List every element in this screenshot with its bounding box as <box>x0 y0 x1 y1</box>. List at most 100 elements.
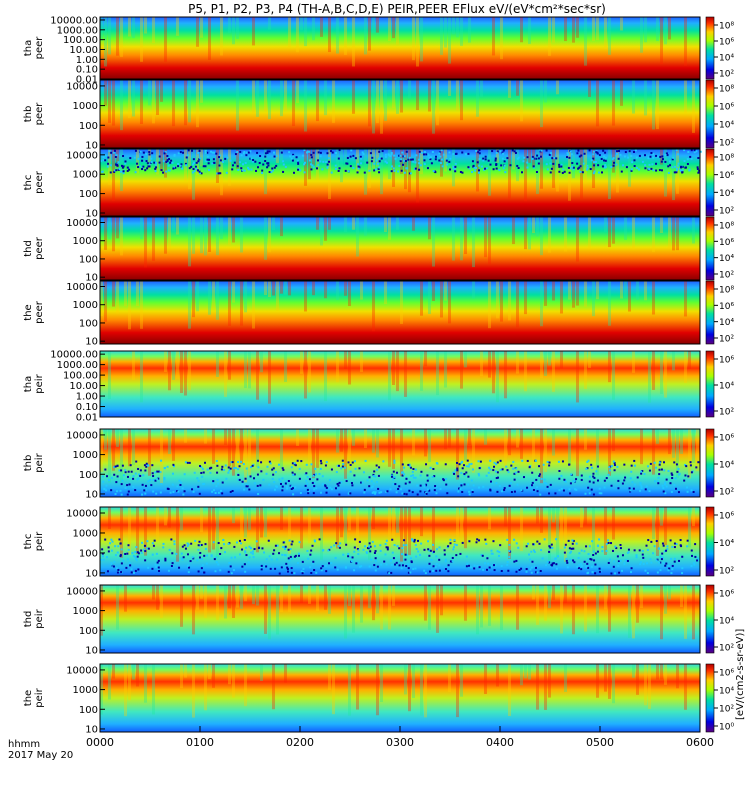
species-label: peer <box>34 170 45 194</box>
spectrogram-image <box>100 281 700 344</box>
figure-title: P5, P1, P2, P3, P4 (TH-A,B,C,D,E) PEIR,P… <box>188 2 606 16</box>
y-tick-label: 10.00 <box>69 45 98 56</box>
species-label: peir <box>34 452 45 472</box>
y-tick-label: 10 <box>85 568 98 579</box>
panel-the-peir: 10000 1000 100 10 the peir 10⁶ 10⁴ 10² 10⁰ <box>23 663 734 735</box>
spectrogram-texture <box>100 17 687 67</box>
colorbar <box>705 663 715 733</box>
y-tick-label: 10 <box>85 337 98 348</box>
y-tick-label: 0.01 <box>76 75 98 86</box>
y-tick-label: 10000.00 <box>50 15 98 26</box>
y-tick-label: 100 <box>79 254 98 265</box>
panel-frame <box>99 79 701 149</box>
colorbar-tick-label: 10² <box>719 335 734 345</box>
colorbar <box>705 506 715 577</box>
colorbar-tick-label: 10² <box>719 705 734 715</box>
colorbar <box>705 16 715 80</box>
y-tick-label: 1000 <box>73 236 98 247</box>
colorbar <box>705 280 715 345</box>
panel-the-peer: 10000 1000 100 10 the peer 10⁸ 10⁶ 10⁴ 10² <box>23 280 734 348</box>
x-tick-label: 0500 <box>586 736 614 749</box>
noise-speckle <box>100 538 701 575</box>
spectrogram-image <box>100 17 700 79</box>
colorbar-tick-label: 10⁸ <box>719 22 734 32</box>
y-tick-label: 1000 <box>73 450 98 461</box>
species-label: peer <box>34 102 45 126</box>
y-tick-label: 10000 <box>66 509 98 520</box>
y-tick-label: 10 <box>85 273 98 284</box>
species-label: peir <box>34 531 45 551</box>
y-tick-label: 100 <box>79 121 98 132</box>
probe-label: thb <box>23 455 34 472</box>
x-tick-label: 0300 <box>386 736 414 749</box>
colorbar-tick-label: 10⁸ <box>719 85 734 95</box>
colorbar <box>705 216 715 281</box>
y-tick-label: 10 <box>85 645 98 656</box>
colorbar-tick-label: 10⁶ <box>719 669 734 679</box>
colorbar <box>705 584 715 654</box>
colorbar-tick-label: 10⁶ <box>719 238 734 248</box>
panel-thd-peir: 10000 1000 100 10 thd peir 10⁶ 10⁴ 10² <box>23 584 734 656</box>
x-tick-label: 0600 <box>686 736 714 749</box>
panel-frame <box>99 216 701 281</box>
y-tick-label: 10 <box>85 724 98 735</box>
colorbar-tick-label: 10⁶ <box>719 356 734 366</box>
colorbar-tick-label: 10⁴ <box>719 121 734 131</box>
colorbar-tick-label: 10² <box>719 644 734 654</box>
spectrogram-texture <box>108 507 695 562</box>
colorbar-tick-label: 10⁴ <box>719 254 734 264</box>
panel-thb-peer: 10000 1000 100 10 thb peer 10⁸ 10⁶ 10⁴ 10² <box>23 79 734 151</box>
y-tick-label: 1000.00 <box>57 360 98 371</box>
colorbar-tick-label: 10⁴ <box>719 318 734 328</box>
spectrogram-texture <box>108 351 691 404</box>
x-tick-label: 0100 <box>186 736 214 749</box>
y-tick-label: 10000.00 <box>50 350 98 361</box>
colorbar-tick-label: 10⁴ <box>719 461 734 471</box>
y-tick-label: 1000 <box>73 528 98 539</box>
colorbar-tick-label: 10⁰ <box>719 723 734 733</box>
colorbar-tick-label: 10⁴ <box>719 382 734 392</box>
probe-label: thb <box>23 106 34 123</box>
species-label: peer <box>34 300 45 324</box>
x-tick-label: 0000 <box>86 736 114 749</box>
colorbar <box>705 428 715 498</box>
colorbar-tick-label: 10⁶ <box>719 103 734 113</box>
y-tick-label: 100 <box>79 189 98 200</box>
y-tick-label: 1000 <box>73 606 98 617</box>
colorbar-tick-label: 10⁸ <box>719 154 734 164</box>
colorbar <box>705 148 715 217</box>
colorbar-tick-label: 10⁴ <box>719 54 734 64</box>
y-tick-label: 10000 <box>66 81 98 92</box>
species-label: peir <box>34 373 45 393</box>
panel-thc-peir: 10000 1000 100 10 thc peir 10⁶ 10⁴ 10² <box>23 506 734 579</box>
y-tick-label: 1000 <box>73 300 98 311</box>
probe-label: tha <box>23 376 34 392</box>
spectrogram-texture <box>100 429 699 484</box>
panel-frame <box>99 16 701 80</box>
x-tick-label: 0200 <box>286 736 314 749</box>
colorbar-tick-label: 10⁶ <box>719 302 734 312</box>
colorbar-tick-label: 10² <box>719 70 734 80</box>
spectrogram-texture <box>100 281 687 332</box>
probe-label: thc <box>23 534 34 550</box>
panels-layer: 10000.001000.00100.0010.001.000.100.01th… <box>23 15 734 735</box>
probe-label: thc <box>23 175 34 191</box>
colorbar-tick-label: 10⁶ <box>719 171 734 181</box>
y-tick-label: 10000 <box>66 665 98 676</box>
colorbar-tick-label: 10² <box>719 408 734 418</box>
panel-frame <box>99 428 701 498</box>
y-tick-label: 10 <box>85 208 98 219</box>
noise-speckle <box>101 459 700 496</box>
colorbar-tick-label: 10² <box>719 207 734 217</box>
spectrogram-image <box>100 80 700 148</box>
colorbar-tick-label: 10² <box>719 567 734 577</box>
y-tick-label: 10000 <box>66 282 98 293</box>
colorbar-tick-label: 10⁶ <box>719 38 734 48</box>
probe-label: the <box>23 304 34 320</box>
time-axis-label: hhmm <box>8 739 40 750</box>
y-tick-label: 100.00 <box>63 371 98 382</box>
panel-thb-peir: 10000 1000 100 10 thb peir 10⁶ 10⁴ 10² <box>23 428 734 500</box>
spectrogram-texture <box>104 217 695 268</box>
